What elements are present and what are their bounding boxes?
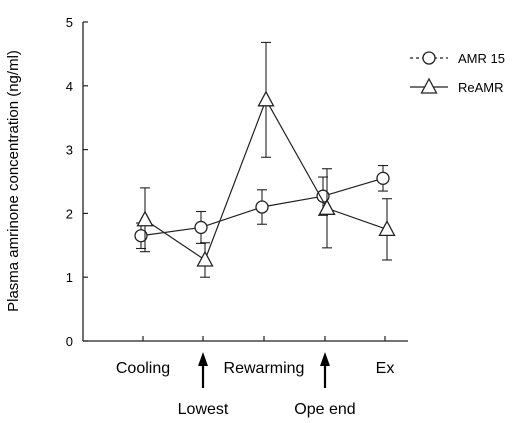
y-tick-label: 4 <box>66 79 73 94</box>
data-point-triangle <box>318 198 336 215</box>
data-point-circle <box>194 220 208 235</box>
legend: AMR 15 ReAMR <box>410 51 505 95</box>
legend-label: ReAMR <box>458 80 504 95</box>
y-tick-label: 2 <box>66 206 73 221</box>
y-tick-label: 5 <box>66 15 73 30</box>
data-point-circle <box>255 200 269 214</box>
series-triangle <box>136 41 396 278</box>
axes: 0 1 2 3 4 5 Cooling Rewarming Ex Lowest Ope end <box>66 15 408 418</box>
x-annotation-label: Ope end <box>294 401 355 418</box>
series-circle <box>134 165 390 250</box>
legend-marker-circle <box>422 51 436 65</box>
arrow-head <box>320 352 330 366</box>
x-tick-label: Rewarming <box>224 360 305 377</box>
y-tick-label: 1 <box>66 270 73 285</box>
data-point-circle <box>134 229 148 243</box>
legend-label: AMR 15 <box>458 51 505 66</box>
y-axis-label: Plasma amrinone concentration (ng/ml) <box>5 50 22 312</box>
series-layer <box>134 41 396 278</box>
x-tick-label: Cooling <box>116 360 170 377</box>
data-point-triangle <box>257 90 275 107</box>
data-point-triangle <box>136 210 154 227</box>
data-point-triangle <box>378 219 396 237</box>
y-tick-label: 0 <box>66 334 73 349</box>
x-annotation-label: Lowest <box>178 401 229 418</box>
data-point-triangle <box>196 250 214 267</box>
x-tick-label: Ex <box>376 360 395 377</box>
y-tick-label: 3 <box>66 143 73 158</box>
data-point-circle <box>376 171 390 185</box>
arrow-head <box>198 352 208 366</box>
legend-marker-triangle <box>420 77 438 94</box>
